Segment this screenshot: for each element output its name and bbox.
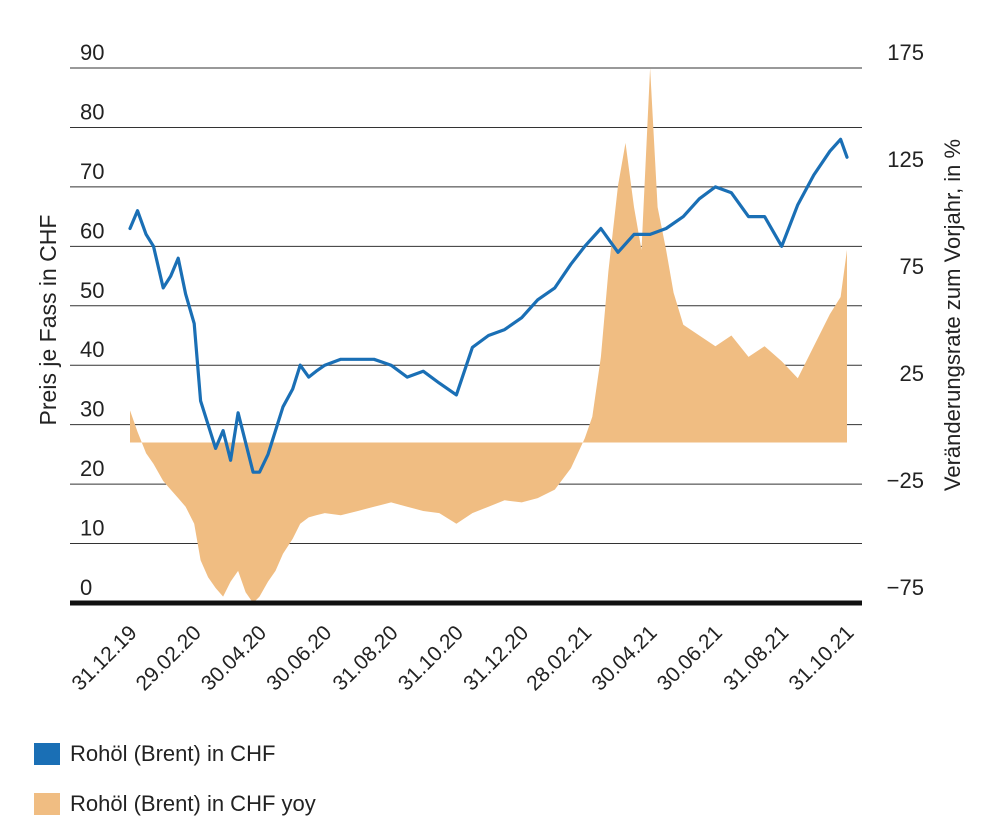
right-axis-label: Veränderungsrate zum Vorjahr, in % [940,139,965,491]
x-tick-label: 31.10.20 [394,621,468,695]
left-tick-label: 50 [80,278,104,303]
right-axis-ticks: 175 125 75 25 −25 −75 [887,40,924,600]
x-tick-label: 31.10.21 [784,621,858,695]
x-tick-label: 31.08.21 [719,621,793,695]
right-tick-label: 25 [900,361,924,386]
x-axis-ticks: 31.12.1929.02.2030.04.2030.06.2031.08.20… [67,621,858,695]
left-axis-label: Preis je Fass in CHF [35,215,61,426]
left-tick-label: 90 [80,40,104,65]
price-line-layer [128,137,849,474]
x-tick-label: 30.04.21 [588,621,662,695]
price-line [128,137,849,474]
x-tick-label: 28.02.21 [522,621,596,695]
left-tick-label: 70 [80,159,104,184]
yoy-area [130,68,847,603]
x-tick-label: 30.06.20 [262,621,336,695]
yoy-area-layer [130,68,847,603]
right-tick-label: 175 [887,40,924,65]
left-tick-label: 10 [80,516,104,541]
legend-item-yoy: Rohöl (Brent) in CHF yoy [34,791,316,817]
right-tick-label: 125 [887,147,924,172]
x-tick-label: 31.08.20 [329,621,403,695]
right-tick-label: −25 [887,468,924,493]
left-tick-label: 0 [80,575,92,600]
legend-swatch-yoy [34,793,60,815]
legend-item-price: Rohöl (Brent) in CHF [34,741,275,767]
x-tick-label: 30.06.21 [653,621,727,695]
right-tick-label: −75 [887,575,924,600]
x-tick-label: 31.12.20 [459,621,533,695]
x-tick-label: 29.02.20 [132,621,206,695]
legend-label-price: Rohöl (Brent) in CHF [70,741,276,766]
left-tick-label: 80 [80,99,104,124]
left-axis-ticks: 0 10 20 30 40 50 60 70 80 90 [80,40,104,600]
left-tick-label: 60 [80,218,104,243]
legend-swatch-price [34,743,60,765]
x-tick-label: 30.04.20 [197,621,271,695]
left-tick-label: 40 [80,337,104,362]
left-tick-label: 20 [80,456,104,481]
legend-label-yoy: Rohöl (Brent) in CHF yoy [70,791,316,816]
x-tick-label: 31.12.19 [67,621,141,695]
left-tick-label: 30 [80,397,104,422]
right-tick-label: 75 [900,254,924,279]
